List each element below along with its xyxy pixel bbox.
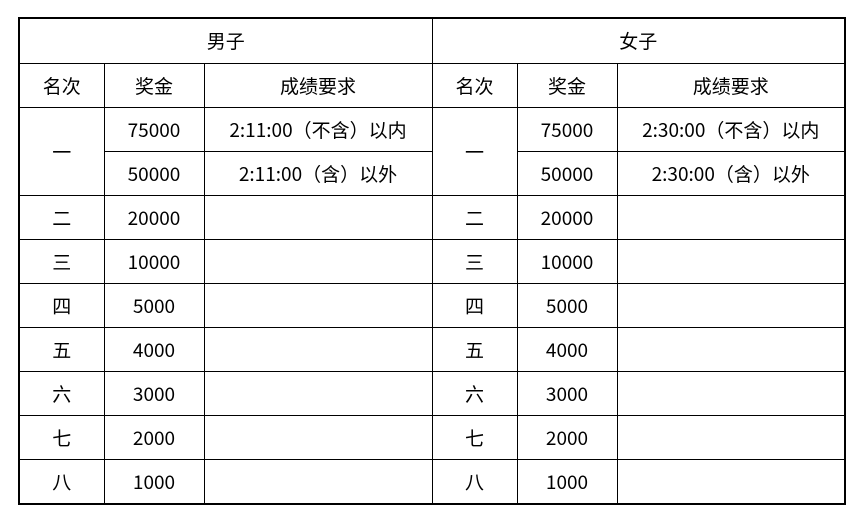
requirement-cell bbox=[617, 328, 845, 372]
requirement-cell: 2:11:00（不含）以内 bbox=[204, 108, 432, 152]
rank-cell: 一 bbox=[432, 108, 517, 196]
requirement-cell bbox=[617, 460, 845, 504]
column-header-row: 名次奖金成绩要求名次奖金成绩要求 bbox=[19, 64, 845, 108]
rank-cell: 二 bbox=[19, 196, 104, 240]
requirement-cell bbox=[617, 372, 845, 416]
rank-cell: 八 bbox=[432, 460, 517, 504]
rank-cell: 五 bbox=[432, 328, 517, 372]
prize-cell: 2000 bbox=[104, 416, 204, 460]
group-header-women: 女子 bbox=[432, 18, 845, 64]
prize-cell: 3000 bbox=[517, 372, 617, 416]
rank-cell: 三 bbox=[19, 240, 104, 284]
rank-cell: 二 bbox=[432, 196, 517, 240]
prize-cell: 5000 bbox=[104, 284, 204, 328]
table-row: 五4000五4000 bbox=[19, 328, 845, 372]
prize-table: 男子女子名次奖金成绩要求名次奖金成绩要求一750002:11:00（不含）以内一… bbox=[18, 17, 846, 505]
requirement-cell bbox=[204, 196, 432, 240]
prize-cell: 1000 bbox=[104, 460, 204, 504]
requirement-cell: 2:11:00（含）以外 bbox=[204, 152, 432, 196]
prize-cell: 4000 bbox=[517, 328, 617, 372]
rank-cell: 五 bbox=[19, 328, 104, 372]
prize-cell: 20000 bbox=[104, 196, 204, 240]
requirement-cell: 2:30:00（含）以外 bbox=[617, 152, 845, 196]
prize-cell: 50000 bbox=[104, 152, 204, 196]
table-row: 八1000八1000 bbox=[19, 460, 845, 504]
table-row: 四5000四5000 bbox=[19, 284, 845, 328]
rank-cell: 六 bbox=[19, 372, 104, 416]
prize-cell: 75000 bbox=[104, 108, 204, 152]
rank-cell: 七 bbox=[19, 416, 104, 460]
table-row: 一750002:11:00（不含）以内一750002:30:00（不含）以内 bbox=[19, 108, 845, 152]
prize-cell: 2000 bbox=[517, 416, 617, 460]
rank-cell: 七 bbox=[432, 416, 517, 460]
col-header-rank: 名次 bbox=[432, 64, 517, 108]
prize-cell: 4000 bbox=[104, 328, 204, 372]
rank-cell: 一 bbox=[19, 108, 104, 196]
col-header-prize: 奖金 bbox=[517, 64, 617, 108]
prize-cell: 1000 bbox=[517, 460, 617, 504]
prize-cell: 50000 bbox=[517, 152, 617, 196]
group-header-men: 男子 bbox=[19, 18, 432, 64]
prize-cell: 10000 bbox=[104, 240, 204, 284]
requirement-cell bbox=[617, 284, 845, 328]
requirement-cell bbox=[204, 328, 432, 372]
requirement-cell bbox=[617, 240, 845, 284]
rank-cell: 四 bbox=[19, 284, 104, 328]
col-header-requirement: 成绩要求 bbox=[617, 64, 845, 108]
prize-cell: 3000 bbox=[104, 372, 204, 416]
requirement-cell bbox=[204, 240, 432, 284]
requirement-cell bbox=[204, 284, 432, 328]
prize-cell: 10000 bbox=[517, 240, 617, 284]
requirement-cell bbox=[617, 416, 845, 460]
table-row: 三10000三10000 bbox=[19, 240, 845, 284]
col-header-rank: 名次 bbox=[19, 64, 104, 108]
col-header-requirement: 成绩要求 bbox=[204, 64, 432, 108]
rank-cell: 四 bbox=[432, 284, 517, 328]
col-header-prize: 奖金 bbox=[104, 64, 204, 108]
table-row: 六3000六3000 bbox=[19, 372, 845, 416]
requirement-cell bbox=[617, 196, 845, 240]
requirement-cell bbox=[204, 372, 432, 416]
prize-cell: 5000 bbox=[517, 284, 617, 328]
prize-cell: 20000 bbox=[517, 196, 617, 240]
requirement-cell: 2:30:00（不含）以内 bbox=[617, 108, 845, 152]
table-row: 七2000七2000 bbox=[19, 416, 845, 460]
prize-cell: 75000 bbox=[517, 108, 617, 152]
group-header-row: 男子女子 bbox=[19, 18, 845, 64]
rank-cell: 三 bbox=[432, 240, 517, 284]
rank-cell: 八 bbox=[19, 460, 104, 504]
rank-cell: 六 bbox=[432, 372, 517, 416]
requirement-cell bbox=[204, 460, 432, 504]
table-row: 二20000二20000 bbox=[19, 196, 845, 240]
requirement-cell bbox=[204, 416, 432, 460]
